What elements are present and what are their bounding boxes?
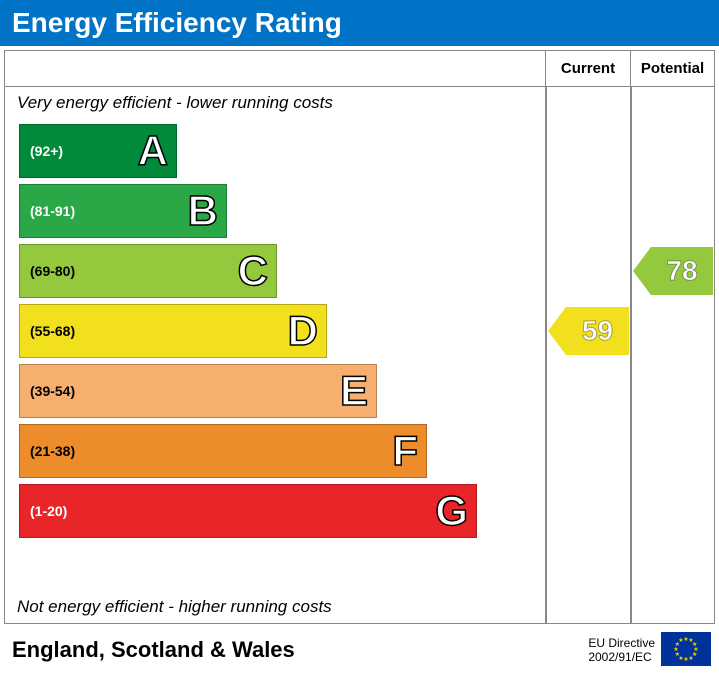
bar-range-a: (92+): [30, 143, 63, 159]
bar-row-e: (39-54) E: [5, 361, 545, 421]
caption-bottom: Not energy efficient - higher running co…: [17, 597, 332, 617]
bar-row-a: (92+) A: [5, 121, 545, 181]
rating-bar-f: (21-38) F: [19, 424, 427, 478]
bar-row-c: (69-80) C: [5, 241, 545, 301]
bar-row-b: (81-91) B: [5, 181, 545, 241]
pointer-current: 59: [548, 307, 629, 355]
bar-row-g: (1-20) G: [5, 481, 545, 541]
rating-bar-c: (69-80) C: [19, 244, 277, 298]
pointer-potential-arrow: [633, 247, 651, 295]
column-divider-potential: [630, 87, 632, 623]
bar-range-g: (1-20): [30, 503, 67, 519]
header-current: Current: [545, 51, 630, 86]
chart-body: Very energy efficient - lower running co…: [5, 87, 714, 623]
directive-line2: 2002/91/EC: [588, 650, 655, 664]
caption-top: Very energy efficient - lower running co…: [17, 93, 333, 113]
pointer-potential-value: 78: [651, 247, 713, 295]
bar-letter-g: G: [435, 487, 468, 535]
header-potential: Potential: [630, 51, 714, 86]
header-row: Current Potential: [5, 51, 714, 87]
directive-line1: EU Directive: [588, 636, 655, 650]
bar-letter-c: C: [238, 247, 268, 295]
bar-range-f: (21-38): [30, 443, 75, 459]
footer-region: England, Scotland & Wales: [4, 637, 295, 663]
bar-letter-a: A: [138, 127, 168, 175]
rating-bar-e: (39-54) E: [19, 364, 377, 418]
footer-directive: EU Directive 2002/91/EC: [588, 636, 655, 665]
bar-range-b: (81-91): [30, 203, 75, 219]
bars-area: (92+) A (81-91) B (69-80) C (55-68) D (39-54) E (2…: [5, 121, 545, 541]
pointer-current-value: 59: [566, 307, 629, 355]
pointer-potential: 78: [633, 247, 713, 295]
eu-flag-icon: ★★★★★★★★★★★★: [661, 632, 711, 666]
chart-title: Energy Efficiency Rating: [0, 0, 719, 46]
bar-range-d: (55-68): [30, 323, 75, 339]
bar-letter-b: B: [188, 187, 218, 235]
bar-letter-e: E: [340, 367, 368, 415]
bar-letter-d: D: [288, 307, 318, 355]
column-divider-current: [545, 87, 547, 623]
footer: England, Scotland & Wales EU Directive 2…: [4, 628, 715, 672]
rating-bar-a: (92+) A: [19, 124, 177, 178]
bar-range-c: (69-80): [30, 263, 75, 279]
epc-chart: Energy Efficiency Rating Current Potenti…: [0, 0, 719, 675]
chart-frame: Current Potential Very energy efficient …: [4, 50, 715, 624]
bar-letter-f: F: [392, 427, 418, 475]
rating-bar-d: (55-68) D: [19, 304, 327, 358]
bar-range-e: (39-54): [30, 383, 75, 399]
rating-bar-g: (1-20) G: [19, 484, 477, 538]
bar-row-f: (21-38) F: [5, 421, 545, 481]
rating-bar-b: (81-91) B: [19, 184, 227, 238]
bar-row-d: (55-68) D: [5, 301, 545, 361]
pointer-current-arrow: [548, 307, 566, 355]
